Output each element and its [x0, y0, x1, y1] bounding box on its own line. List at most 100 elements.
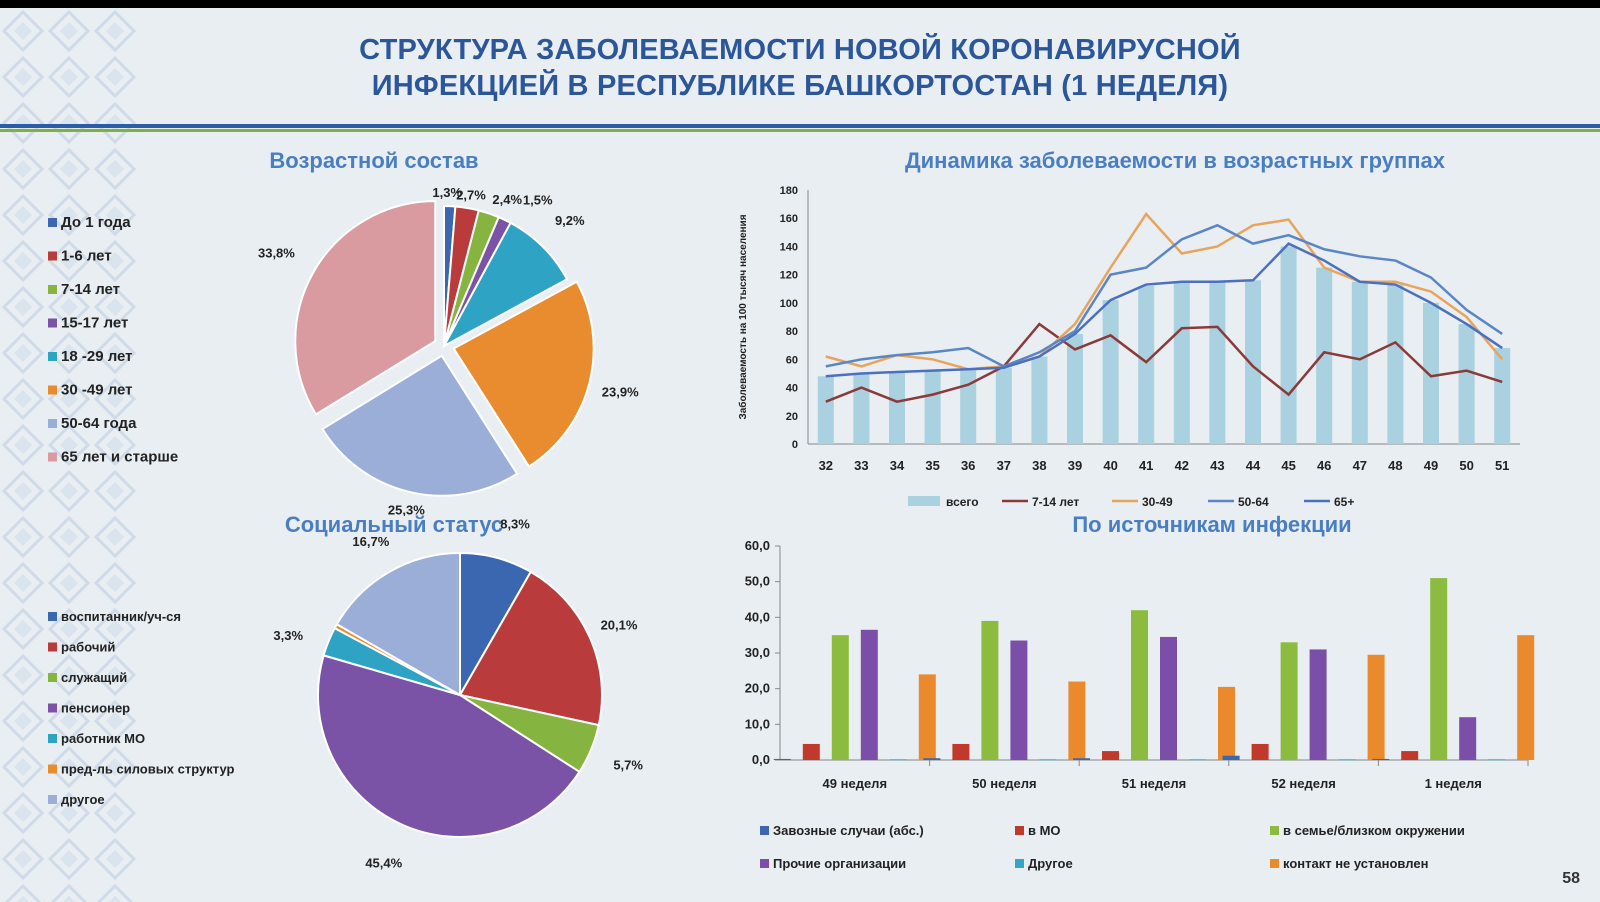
x-tick-label: 35: [925, 458, 939, 473]
pie-slice: [321, 354, 519, 497]
bar: [924, 370, 941, 444]
data-label: 23,9%: [602, 384, 639, 399]
legend-swatch: [48, 385, 57, 395]
legend-swatch: [48, 764, 57, 774]
pie-slice: [317, 654, 581, 838]
data-label: 25,3%: [388, 503, 425, 516]
bar: [1316, 267, 1333, 444]
y-tick-label: 80: [786, 326, 798, 338]
y-tick-label: 10,0: [745, 716, 770, 731]
series-line: [825, 211, 1504, 371]
ornament-pattern: [0, 8, 140, 902]
legend-label: пенсионер: [61, 701, 130, 716]
y-tick-label: 20,0: [745, 681, 770, 696]
bar: [1458, 324, 1475, 444]
bar: [1401, 751, 1419, 760]
bar: [981, 620, 999, 760]
page-number: 58: [1562, 870, 1580, 887]
legend-label: рабочий: [61, 640, 115, 655]
chart-title: Динамика заболеваемости в возрастных гру…: [905, 148, 1446, 173]
legend-swatch: [48, 251, 57, 261]
legend-label: 30 -49 лет: [61, 382, 133, 399]
pie-slice: [335, 551, 461, 697]
chart-sources-bar: По источникам инфекции 0,0 10,0 20,0 30,0 40,…: [745, 512, 1535, 871]
y-tick-label: 0: [792, 439, 798, 451]
y-axis-label: Заболеваемость на 100 тысяч населения: [737, 214, 749, 419]
bar: [1280, 642, 1298, 760]
series-line: [825, 322, 1503, 403]
legend-label: Прочие организации: [773, 856, 906, 871]
bar: [1131, 610, 1148, 760]
bar: [1068, 681, 1086, 760]
legend-label: 7-14 лет: [1032, 495, 1079, 509]
legend-label: всего: [946, 495, 979, 509]
legend-swatch: [1015, 826, 1024, 835]
bar: [1430, 578, 1448, 760]
x-tick-label: 51 неделя: [1122, 776, 1186, 791]
legend-swatch: [48, 673, 57, 682]
legend-label: в МО: [1028, 823, 1061, 838]
x-tick-label: 43: [1210, 458, 1224, 473]
bar: [1367, 654, 1385, 760]
legend-label: пред-ль силовых структур: [61, 762, 235, 777]
data-label: 5,7%: [613, 758, 643, 773]
x-tick-label: 49 неделя: [823, 776, 887, 791]
data-label: 16,7%: [352, 534, 389, 549]
bar: [1387, 284, 1404, 444]
bar: [1039, 759, 1057, 761]
data-label: 45,4%: [365, 855, 402, 870]
x-tick-label: 38: [1032, 458, 1046, 473]
bar: [1173, 281, 1190, 444]
legend-label: воспитанник/уч-ся: [61, 609, 181, 624]
x-tick-label: 37: [997, 458, 1011, 473]
x-tick-label: 36: [961, 458, 975, 473]
legend-label: 50-64 года: [61, 415, 137, 432]
bar: [889, 759, 907, 761]
bar: [853, 373, 870, 444]
legend-swatch: [48, 452, 57, 462]
bar: [1073, 758, 1090, 760]
legend-label: До 1 года: [61, 214, 131, 231]
y-tick-label: 40: [786, 383, 798, 395]
y-tick-label: 30,0: [745, 645, 770, 660]
y-tick-label: 100: [780, 298, 798, 310]
series-line: [825, 242, 1503, 378]
legend-label: 1-6 лет: [61, 248, 112, 265]
slide-title-line2: ИНФЕКЦИЕЙ В РЕСПУБЛИКЕ БАШКОРТОСТАН (1 Н…: [371, 70, 1229, 102]
data-label: 2,4%: [492, 192, 522, 207]
bar: [1494, 348, 1511, 444]
legend-label: Другое: [1028, 856, 1073, 871]
chart-title: Социальный статус: [285, 512, 503, 537]
x-tick-label: 32: [819, 458, 833, 473]
y-tick-label: 160: [780, 213, 798, 225]
bar: [1488, 759, 1506, 761]
data-label: 2,7%: [456, 187, 486, 202]
x-tick-label: 34: [890, 458, 905, 473]
legend-swatch: [760, 859, 769, 868]
bar: [1218, 686, 1235, 760]
legend-swatch: [48, 642, 57, 652]
legend-swatch: [48, 218, 57, 227]
legend-swatch: [48, 734, 57, 743]
bar: [1351, 281, 1368, 444]
pie-slice: [441, 221, 569, 349]
bar: [1102, 751, 1119, 760]
legend-swatch: [1270, 826, 1279, 835]
bar: [1031, 356, 1048, 444]
bar: [923, 758, 941, 760]
y-tick-label: 140: [780, 241, 798, 253]
x-tick-label: 41: [1139, 458, 1153, 473]
data-label: 33,8%: [258, 245, 295, 260]
legend-label: 30-49: [1142, 495, 1173, 509]
series-line: [825, 223, 1503, 368]
legend-label: другое: [61, 792, 105, 807]
bar: [1338, 759, 1356, 761]
data-label: 1,5%: [523, 192, 553, 207]
y-tick-label: 60: [786, 354, 798, 366]
x-tick-label: 50 неделя: [972, 776, 1036, 791]
bar: [1372, 758, 1390, 760]
chart-age-pie: Возрастной состав 1,3%2,7% 2,4% 1,5%9,2% 23,…: [48, 148, 639, 516]
x-tick-label: 42: [1175, 458, 1189, 473]
bar: [1517, 635, 1535, 760]
pie-slice: [452, 280, 595, 468]
